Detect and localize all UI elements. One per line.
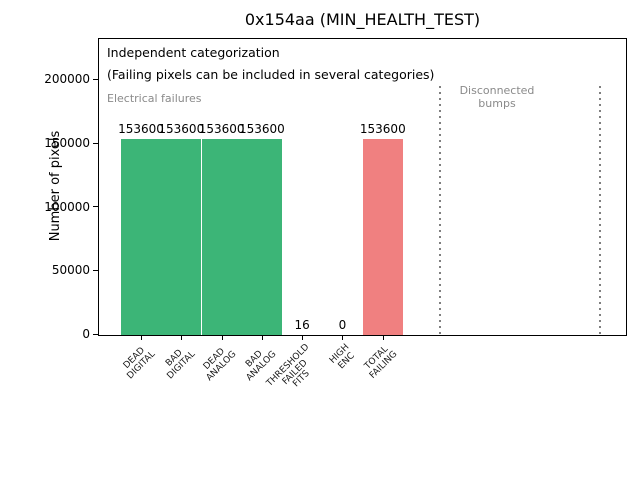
x-tick-mark <box>302 336 303 340</box>
y-tick-label: 50000 <box>51 263 90 277</box>
annotation-electrical-failures: Electrical failures <box>107 92 202 105</box>
y-tick-label: 150000 <box>44 136 90 150</box>
annotation-failing-note: (Failing pixels can be included in sever… <box>107 67 435 82</box>
y-tick-label: 100000 <box>44 200 90 214</box>
annotation-disconnected-line2: bumps <box>478 97 516 110</box>
bar-value-label: 153600 <box>359 122 406 137</box>
y-tick-label: 200000 <box>44 72 90 86</box>
annotation-disconnected-bumps: Disconnected bumps <box>437 84 557 110</box>
y-tick-mark <box>93 206 98 207</box>
bar-bad-analog <box>241 139 283 335</box>
bar-value-label: 153600 <box>238 122 285 137</box>
bar-value-label: 16 <box>294 317 310 332</box>
y-tick-mark <box>93 143 98 144</box>
bar-total-failing <box>362 139 403 335</box>
separator-dotted-line-left <box>439 86 441 334</box>
x-tick-mark <box>383 336 384 340</box>
y-tick-mark <box>93 270 98 271</box>
bar-dead-analog <box>201 139 242 335</box>
y-tick-label: 0 <box>82 327 90 341</box>
bar-value-label: 153600 <box>118 122 164 137</box>
x-tick-mark <box>222 336 223 340</box>
annotation-disconnected-line1: Disconnected <box>459 84 535 97</box>
plot-area: 153600 153600 153600 153600 16 0 153600 … <box>98 38 627 336</box>
y-tick-mark <box>93 79 98 80</box>
annotation-independent-categorization: Independent categorization <box>107 45 280 60</box>
x-tick-mark <box>141 336 142 340</box>
chart-title: 0x154aa (MIN_HEALTH_TEST) <box>244 10 481 29</box>
x-tick-mark <box>342 336 343 340</box>
bar-value-label: 153600 <box>198 122 245 137</box>
y-tick-mark <box>93 334 98 335</box>
bar-value-label: 153600 <box>158 122 205 137</box>
separator-dotted-line-right <box>599 86 601 334</box>
bar-bad-digital <box>161 139 202 335</box>
bar-dead-digital <box>120 139 162 335</box>
x-tick-mark <box>262 336 263 340</box>
x-tick-mark <box>181 336 182 340</box>
bar-value-label: 0 <box>338 318 347 332</box>
